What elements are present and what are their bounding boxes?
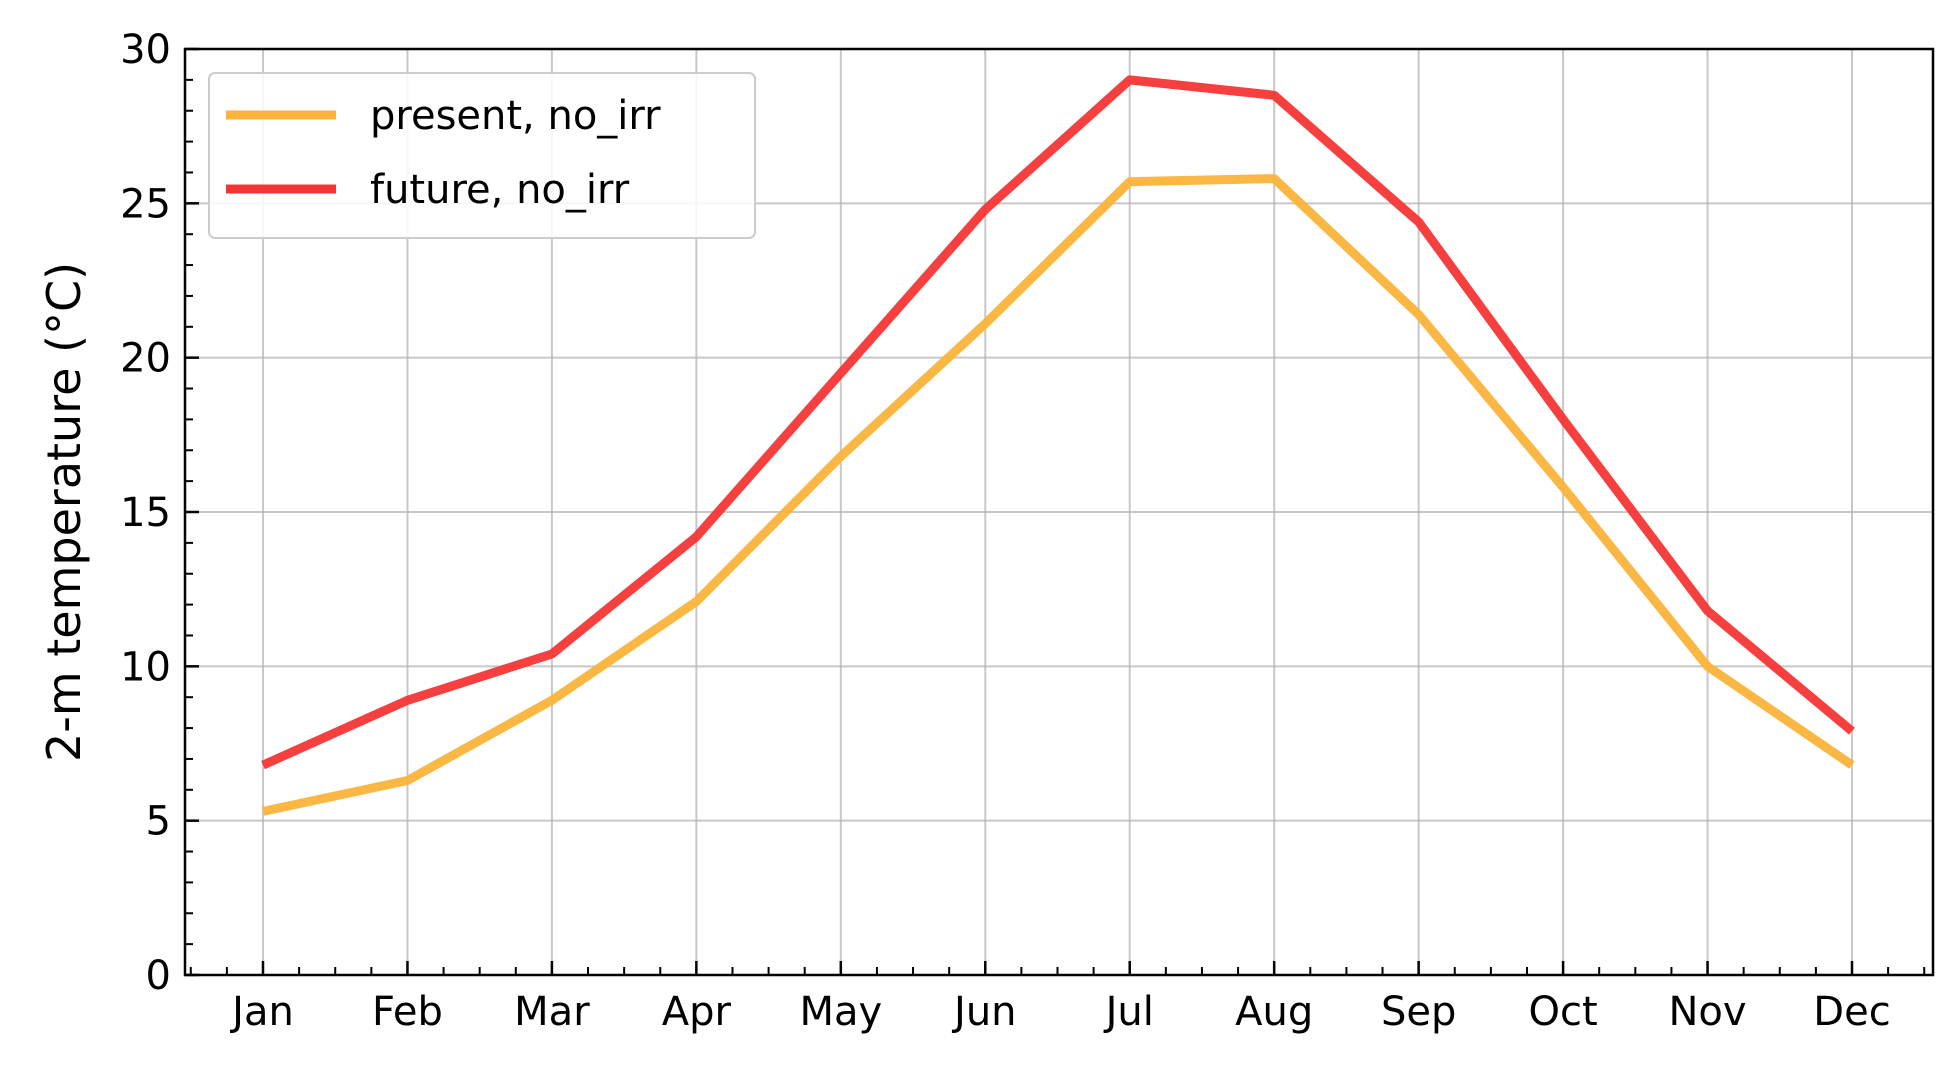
series-line-present-no-irr	[262, 174, 1855, 816]
data-point	[1559, 415, 1568, 424]
data-point	[981, 319, 990, 328]
x-tick-label: Apr	[662, 989, 732, 1035]
legend-label: present, no_irr	[370, 93, 661, 139]
data-point	[1270, 174, 1279, 183]
x-tick-label: Oct	[1529, 989, 1598, 1035]
x-tick-label: Feb	[372, 989, 443, 1035]
x-tick-labels: Jan Feb Mar Apr May Jun Jul Aug Sep Oct Nov Dec	[229, 989, 1891, 1035]
y-axis-title: 2-m temperature (°C)	[37, 262, 91, 762]
data-point	[836, 452, 845, 461]
data-point	[1270, 91, 1279, 100]
data-point	[259, 761, 268, 770]
y-tick-label: 15	[120, 490, 171, 536]
data-point	[403, 696, 412, 705]
series-lines	[259, 75, 1857, 816]
minor-ticks	[185, 78, 1926, 975]
data-point	[547, 649, 556, 658]
x-tick-label: Jun	[951, 989, 1017, 1035]
data-point	[836, 369, 845, 378]
y-tick-label: 5	[146, 799, 171, 845]
x-tick-label: Jul	[1103, 989, 1154, 1035]
data-point	[1703, 606, 1712, 615]
x-tick-label: Dec	[1813, 989, 1890, 1035]
data-point	[981, 205, 990, 214]
data-point	[1703, 662, 1712, 671]
major-ticks	[185, 47, 1854, 977]
legend-box	[208, 72, 756, 239]
plot-frame	[183, 47, 1935, 977]
x-tick-label: Nov	[1669, 989, 1747, 1035]
data-point	[1125, 177, 1134, 186]
x-tick-label: Sep	[1381, 989, 1456, 1035]
data-point	[1414, 217, 1423, 226]
data-point	[259, 807, 268, 816]
y-tick-label: 25	[120, 181, 171, 227]
data-point	[1559, 483, 1568, 492]
data-point	[1848, 761, 1857, 770]
legend: present, no_irr future, no_irr	[208, 72, 756, 239]
data-point	[403, 776, 412, 785]
x-tick-label: Mar	[514, 989, 590, 1035]
series-line-future-no-irr	[261, 75, 1855, 770]
y-tick-label: 30	[120, 27, 171, 73]
data-point	[692, 532, 701, 541]
x-tick-label: May	[799, 989, 882, 1035]
y-tick-label: 20	[120, 336, 171, 382]
y-tick-label: 0	[146, 953, 171, 999]
x-tick-label: Jan	[229, 989, 294, 1035]
data-point	[1848, 727, 1857, 736]
data-point	[1414, 310, 1423, 319]
x-tick-label: Aug	[1235, 989, 1313, 1035]
y-tick-labels: 0 5 10 15 20 25 30	[120, 27, 171, 999]
legend-label: future, no_irr	[370, 167, 630, 213]
data-point	[1125, 75, 1134, 84]
data-point	[692, 597, 701, 606]
y-tick-label: 10	[120, 644, 171, 690]
data-point	[547, 696, 556, 705]
